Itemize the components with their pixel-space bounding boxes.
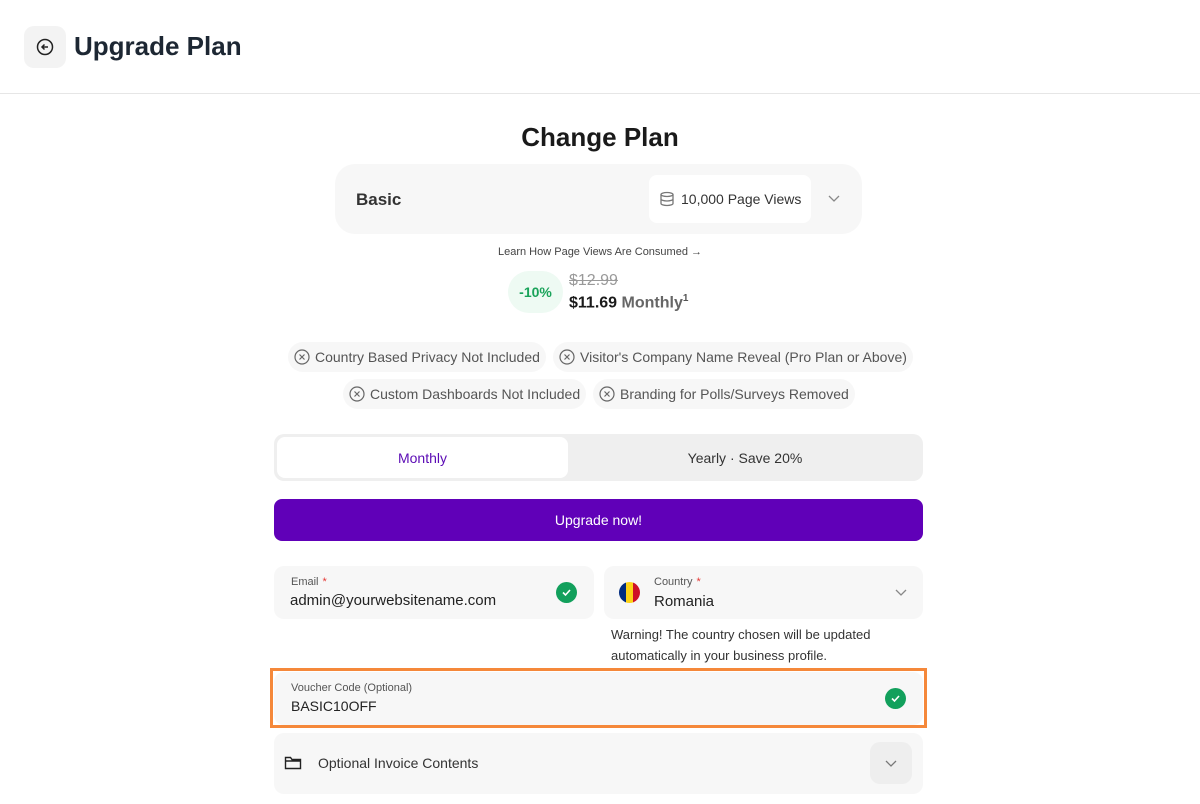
feature-label: Visitor's Company Name Reveal (Pro Plan … [580, 349, 907, 365]
country-select[interactable]: Country * Romania [604, 566, 923, 619]
chevron-down-icon[interactable] [827, 191, 841, 205]
x-circle-icon [599, 386, 615, 402]
feature-label: Branding for Polls/Surveys Removed [620, 386, 849, 402]
header: Upgrade Plan [0, 0, 1200, 94]
arrow-left-circle-icon [36, 38, 54, 55]
required-marker: * [696, 576, 701, 588]
expand-invoice-button[interactable] [870, 742, 912, 784]
voucher-label: Voucher Code (Optional) [291, 682, 413, 694]
upgrade-now-button[interactable]: Upgrade now! [274, 499, 923, 541]
romania-flag-icon [619, 582, 640, 603]
page-views-label: 10,000 Page Views [681, 191, 802, 207]
learn-page-views-link[interactable]: Learn How Page Views Are Consumed → [497, 246, 702, 258]
country-label-text: Country [654, 576, 693, 588]
feature-label: Custom Dashboards Not Included [370, 386, 581, 402]
check-circle-icon [885, 688, 906, 709]
page-views-select[interactable]: 10,000 Page Views [649, 175, 811, 223]
email-label: Email * [291, 576, 327, 588]
new-price-value: $11.69 [569, 294, 618, 312]
tab-monthly[interactable]: Monthly [277, 437, 568, 478]
country-value: Romania [654, 593, 715, 610]
billing-toggle: Monthly Yearly · Save 20% [274, 434, 923, 481]
invoice-label: Optional Invoice Contents [318, 755, 479, 771]
chevron-down-icon [895, 589, 907, 596]
feature-badge: Country Based Privacy Not Included [288, 342, 546, 372]
plan-selector[interactable]: Basic 10,000 Page Views [335, 164, 862, 234]
price-footnote: 1 [682, 293, 689, 304]
new-price: $11.69 Monthly1 [569, 293, 688, 312]
email-value: admin@yourwebsitename.com [290, 592, 497, 609]
voucher-value: BASIC10OFF [291, 698, 377, 714]
voucher-code-field[interactable]: Voucher Code (Optional) BASIC10OFF [274, 672, 923, 725]
feature-badge: Visitor's Company Name Reveal (Pro Plan … [553, 342, 913, 372]
discount-badge: -10% [508, 271, 563, 313]
feature-badge: Custom Dashboards Not Included [343, 379, 587, 409]
email-label-text: Email [291, 576, 319, 588]
check-circle-icon [556, 582, 577, 603]
price-period: Monthly [621, 294, 683, 312]
plan-name: Basic [356, 190, 402, 209]
required-marker: * [322, 576, 327, 588]
tab-yearly[interactable]: Yearly · Save 20% [687, 449, 803, 466]
x-circle-icon [559, 349, 575, 365]
x-circle-icon [349, 386, 365, 402]
page-title: Upgrade Plan [74, 31, 242, 61]
x-circle-icon [294, 349, 310, 365]
highlight-box [270, 668, 927, 728]
folder-icon [284, 756, 302, 770]
feature-label: Country Based Privacy Not Included [315, 349, 540, 365]
country-label: Country * [654, 576, 701, 588]
old-price: $12.99 [569, 272, 618, 289]
section-title: Change Plan [521, 122, 679, 152]
database-icon [660, 191, 674, 207]
chevron-down-icon [885, 760, 897, 767]
email-field[interactable]: Email * admin@yourwebsitename.com [274, 566, 594, 619]
back-button[interactable] [24, 25, 66, 68]
optional-invoice-contents[interactable]: Optional Invoice Contents [274, 733, 923, 794]
country-warning: Warning! The country chosen will be upda… [611, 627, 871, 663]
feature-badge: Branding for Polls/Surveys Removed [593, 379, 855, 409]
